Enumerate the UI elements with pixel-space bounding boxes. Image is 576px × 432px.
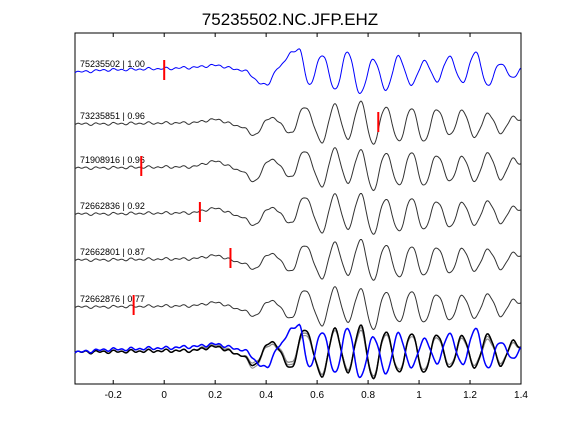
- x-tick-label: -0.2: [105, 390, 123, 401]
- trace-line: [74, 285, 521, 331]
- x-tick-label: 0.2: [208, 390, 222, 401]
- trace-line: [74, 239, 521, 281]
- x-tick-label: 1.4: [514, 390, 528, 401]
- trace-label: 72662801 | 0.87: [80, 247, 145, 257]
- trace-line: [74, 100, 521, 145]
- trace-label: 72662836 | 0.92: [80, 201, 145, 211]
- trace-line: [74, 48, 521, 95]
- stack-trace-line: [74, 327, 521, 380]
- trace-label: 71908916 | 0.96: [80, 155, 145, 165]
- plot-frame: [74, 32, 522, 385]
- trace-row: 73235851 | 0.96: [74, 100, 521, 145]
- trace-row: 72662801 | 0.87: [74, 239, 521, 281]
- trace-row: 72662876 | 0.77: [74, 285, 521, 331]
- x-tick-label: 1.2: [463, 390, 477, 401]
- trace-label: 75235502 | 1.00: [80, 59, 145, 69]
- trace-row: 72662836 | 0.92: [74, 192, 521, 235]
- trace-row: 75235502 | 1.00: [74, 48, 521, 95]
- stack-reference-line: [74, 323, 522, 379]
- traces: 75235502 | 1.00 73235851 | 0.96 71908916 |…: [74, 48, 521, 331]
- trace-label: 73235851 | 0.96: [80, 111, 145, 121]
- x-axis: -0.2 0 0.2 0.4 0.6 0.8 1 1.2 1.4: [105, 33, 528, 401]
- trace-line: [74, 146, 521, 192]
- trace-row: 71908916 | 0.96: [74, 146, 521, 192]
- x-tick-label: 1: [416, 390, 422, 401]
- trace-line: [74, 192, 521, 235]
- x-tick-label: 0: [161, 390, 167, 401]
- chart-title: 75235502.NC.JFP.EHZ: [202, 10, 378, 29]
- stack-trace-line: [74, 327, 521, 380]
- stack-mean-line: [74, 324, 521, 380]
- x-tick-label: 0.8: [361, 390, 375, 401]
- stacked-traces: [74, 323, 522, 380]
- trace-label: 72662876 | 0.77: [80, 294, 145, 304]
- x-tick-label: 0.4: [259, 390, 273, 401]
- x-tick-label: 0.6: [310, 390, 324, 401]
